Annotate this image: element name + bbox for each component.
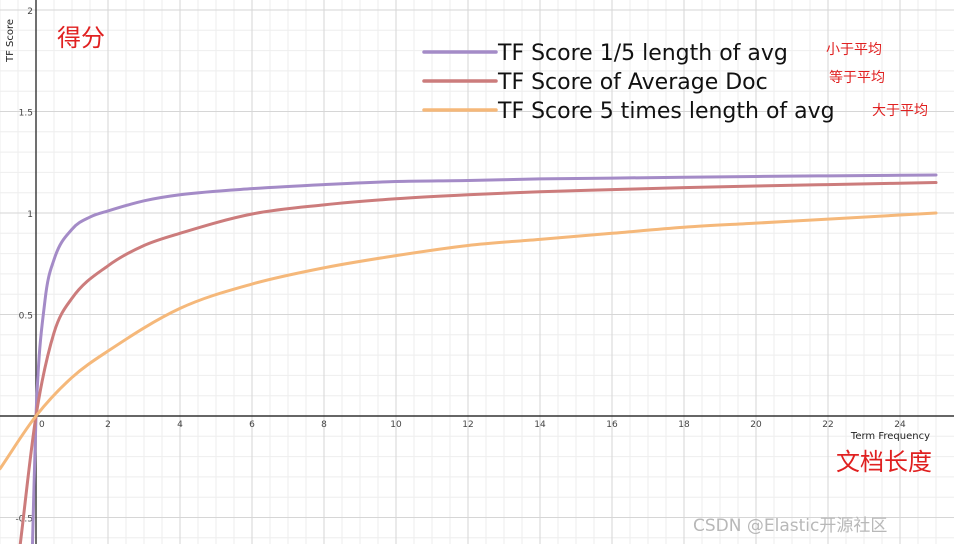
legend-entry-1: TF Score 1/5 length of avg bbox=[497, 41, 788, 66]
y-tick-label: 1 bbox=[27, 210, 33, 220]
x-tick-label: 20 bbox=[750, 420, 762, 430]
x-tick-label: 8 bbox=[321, 420, 327, 430]
x-tick-label: 4 bbox=[177, 420, 183, 430]
x-tick-label: 14 bbox=[534, 420, 546, 430]
y-tick-label: 2 bbox=[27, 7, 33, 17]
origin-tick-label: 0 bbox=[39, 420, 45, 430]
watermark: CSDN @Elastic开源社区 bbox=[693, 516, 887, 536]
series-line-2 bbox=[18, 181, 938, 544]
x-tick-label: 18 bbox=[678, 420, 690, 430]
legend-entry-2: TF Score of Average Doc bbox=[497, 70, 768, 95]
x-tick-label: 24 bbox=[894, 420, 906, 430]
x-tick-label: 22 bbox=[822, 420, 833, 430]
legend-note-2: 等于平均 bbox=[829, 69, 885, 86]
x-tick-label: 10 bbox=[390, 420, 402, 430]
x-tick-label: 6 bbox=[249, 420, 255, 430]
x-axis-label: Term Frequency bbox=[850, 431, 930, 442]
y-axis-label: TF Score bbox=[5, 19, 16, 63]
legend-note-3: 大于平均 bbox=[872, 103, 928, 119]
legend-entry-3: TF Score 5 times length of avg bbox=[497, 99, 835, 124]
legend-note-1: 小于平均 bbox=[826, 42, 882, 58]
annotation-doc-length: 文档长度 bbox=[836, 448, 932, 476]
series-line-1 bbox=[31, 173, 938, 544]
x-tick-label: 12 bbox=[462, 420, 473, 430]
x-tick-label: 16 bbox=[606, 420, 618, 430]
y-tick-label: 0.5 bbox=[19, 312, 33, 322]
x-tick-label: 2 bbox=[105, 420, 111, 430]
y-tick-label: 1.5 bbox=[19, 109, 33, 119]
annotation-score: 得分 bbox=[57, 24, 105, 52]
legend: TF Score 1/5 length of avg 小于平均 TF Score o… bbox=[422, 41, 928, 124]
series-curves bbox=[0, 173, 938, 544]
series-line-3 bbox=[0, 211, 938, 471]
